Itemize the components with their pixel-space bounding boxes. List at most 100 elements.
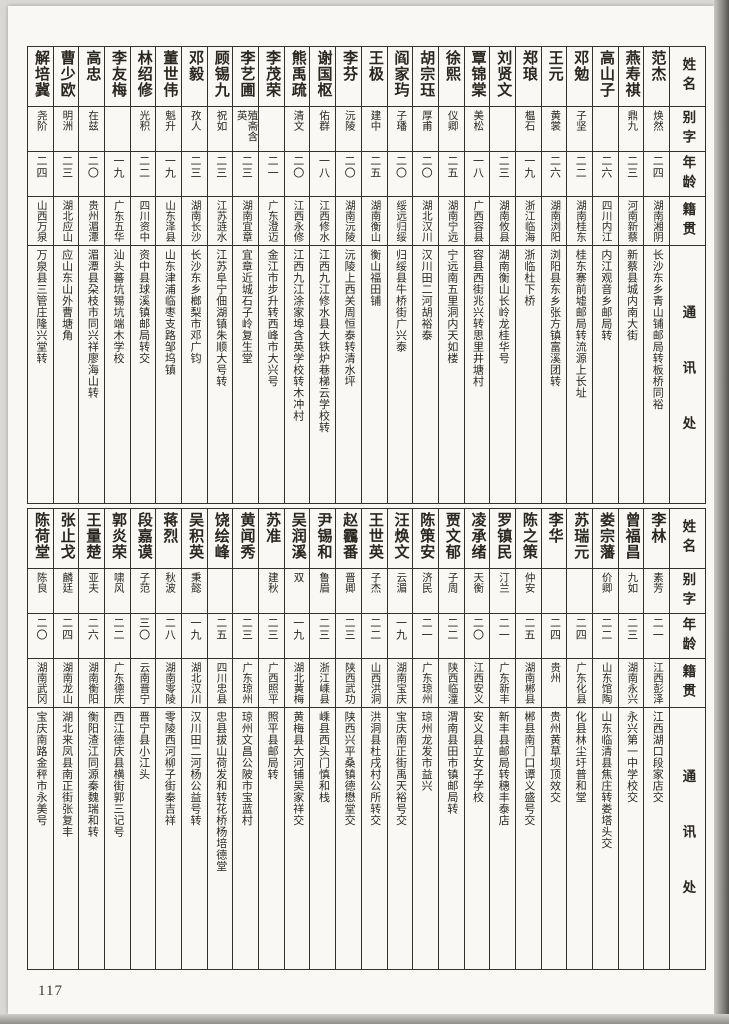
address-cell: 江苏阜宁佃湖镇朱顺大号转 (208, 246, 233, 503)
name-cell-text: 凌承绪 (469, 512, 486, 560)
name-cell-text: 李茂荣 (264, 50, 281, 98)
name-cell-text: 段嘉谟 (135, 512, 152, 560)
courtesy-name-cell (592, 107, 618, 152)
address-cell-text: 晋宁县小江头 (137, 711, 150, 780)
age-cell: 一九 (387, 614, 413, 659)
name-cell-text: 阎家玙 (392, 50, 409, 98)
name-cell-text: 陈之策 (520, 512, 537, 560)
address-cell-text: 江苏阜宁佃湖镇朱顺大号转 (214, 249, 227, 387)
native-place-cell-text: 广东德庆 (112, 662, 124, 704)
page-number: 117 (38, 983, 63, 999)
address-cell-text: 琼州龙发市益兴 (420, 711, 433, 792)
age-cell: 二二 (130, 152, 156, 197)
age-cell-text: 二三 (266, 617, 279, 641)
directory-entry-column: 吴积英 秉懿 一九 湖北汉川 汉川田二河杨公益号转 (181, 508, 208, 970)
courtesy-name-cell: 榅石 (515, 107, 541, 152)
age-cell: 二一 (644, 614, 669, 659)
directory-table-top: 姓名 别字 年龄 籍贯 通讯处 范杰 焕然 二四 湖南湘阴 长沙东乡青山铺邮局转板桥同裕 燕寿祺 鼎九… (27, 46, 706, 504)
address-cell: 郴县南门口谭义盛号交 (516, 708, 541, 969)
column-header-native_place: 籍贯 (670, 659, 705, 708)
courtesy-name-cell: 明洲 (53, 107, 79, 152)
native-place-cell-text: 广东五华 (112, 200, 124, 242)
age-cell: 二四 (541, 614, 567, 659)
name-cell-text: 曾福昌 (623, 512, 640, 560)
native-place-cell-text: 广东新丰 (497, 662, 509, 704)
age-cell-text: 三〇 (137, 617, 150, 641)
directory-entry-column: 蒋烈 秋波 二八 湖南零陵 零陵西河柳子街秦吉祥 (155, 508, 183, 970)
native-place-cell-text: 湖南永兴 (626, 662, 638, 704)
native-place-cell-text: 浙江临海 (523, 200, 535, 242)
native-place-cell: 广西容县 (464, 197, 490, 246)
directory-entry-column: 娄宗藩 价卿 二二 山东馆陶 山东临清县焦庄转娄塔头交 (591, 508, 619, 970)
courtesy-name-cell: 秋波 (156, 569, 182, 614)
native-place-cell: 陕西武功 (336, 659, 361, 708)
age-cell-text: 二二 (599, 617, 612, 641)
address-cell: 陕西兴平桑镇德懋堂交 (336, 708, 361, 969)
address-cell-text: 化县林尘圩普和堂 (574, 711, 587, 803)
native-place-cell-text: 广西容县 (472, 200, 484, 242)
address-cell: 浏阳县东乡张方镇富溪团转 (542, 246, 567, 503)
courtesy-name-cell-text: 晋卿 (343, 572, 355, 593)
name-cell: 苏瑞元 (567, 509, 592, 569)
directory-entry-column: 王元 黄裳 二六 湖南浏阳 浏阳县东乡张方镇富溪团转 (540, 46, 568, 504)
name-cell-text: 汪焕文 (392, 512, 409, 560)
name-cell-text: 曹少欧 (58, 50, 75, 98)
name-cell: 李友梅 (105, 47, 130, 107)
name-cell: 尹锡和 (310, 509, 336, 569)
native-place-cell-text: 湖南长沙 (189, 200, 201, 242)
address-cell-text: 宜章近城石子岭复生堂 (240, 249, 253, 364)
name-cell-text: 刘贤文 (495, 50, 512, 98)
name-cell: 高山子 (592, 47, 618, 107)
scan-bottom-edge-shadow (0, 1014, 729, 1024)
courtesy-name-cell-text: 双 (292, 572, 304, 583)
native-place-cell-text: 山西洪洞 (369, 662, 381, 704)
courtesy-name-cell: 子范 (130, 569, 156, 614)
age-cell: 二一 (490, 614, 515, 659)
courtesy-name-cell-text: 麟廷 (61, 572, 73, 593)
native-place-cell: 湖南零陵 (156, 659, 182, 708)
native-place-cell: 湖南桂东 (567, 197, 592, 246)
address-cell-text: 浏阳县东乡张方镇富溪团转 (548, 249, 561, 387)
column-header-age: 年龄 (670, 614, 705, 659)
age-cell-text: 二一 (497, 617, 510, 641)
directory-entry-column: 范杰 焕然 二四 湖南湘阴 长沙东乡青山铺邮局转板桥同裕 (643, 46, 670, 504)
native-place-cell-text: 江西安义 (472, 662, 484, 704)
address-cell-text: 沅陵上西关周恒泰转清水坪 (343, 249, 356, 387)
native-place-cell-text: 四川资中 (138, 200, 150, 242)
directory-entry-column: 陈策安 济民 二一 广东琼州 琼州龙发市益兴 (412, 508, 439, 970)
directory-entry-column: 李茂荣 二一 广东澄迈 金江市步升转西峰市大兴号 (258, 46, 285, 504)
address-cell: 应山东山外曹塘角 (54, 246, 79, 503)
name-cell-text: 邓毅 (187, 50, 204, 82)
address-cell-text: 金江市步升转西峰市大兴号 (266, 249, 279, 387)
directory-entry-column: 王世英 子杰 二二 山西洪洞 洪洞县杜戌村公所转交 (360, 508, 388, 970)
native-place-cell-text: 绥远归绥 (395, 200, 407, 242)
age-cell-text: 一九 (522, 155, 535, 179)
directory-entry-column: 李艺圃 殖斋含英 二三 湖南宜章 宜章近城石子岭复生堂 (232, 46, 260, 504)
address-cell: 万泉县三管庄隆兴堂转 (28, 246, 53, 503)
name-cell: 林绍修 (130, 47, 156, 107)
courtesy-name-cell-text: 明洲 (61, 110, 73, 131)
courtesy-name-cell-text: 厚甫 (420, 110, 432, 131)
native-place-cell: 贵州 (541, 659, 567, 708)
address-cell: 桂东寨前墟邮局转流源上长址 (567, 246, 592, 503)
courtesy-name-cell-text: 子杰 (369, 572, 381, 593)
age-cell: 二五 (361, 152, 387, 197)
age-cell-text: 二〇 (394, 155, 407, 179)
age-cell: 二三 (233, 614, 259, 659)
directory-entry-column: 解培冀 尧阶 二四 山西万泉 万泉县三管庄隆兴堂转 (27, 46, 54, 504)
courtesy-name-cell: 建秋 (259, 569, 284, 614)
name-cell: 李艺圃 (233, 47, 259, 107)
name-cell: 段嘉谟 (130, 509, 156, 569)
courtesy-name-cell-text: 陈良 (35, 572, 47, 593)
address-cell-text: 衡山福田铺 (368, 249, 381, 307)
address-cell: 渭南县田市镇邮局转 (439, 708, 464, 969)
native-place-cell-text: 湖南宁远 (446, 200, 458, 242)
name-cell-text: 王世英 (366, 512, 383, 560)
courtesy-name-cell-text: 魁升 (164, 110, 176, 131)
column-header-courtesy-text: 别字 (680, 109, 696, 149)
name-cell: 熊禹疏 (284, 47, 310, 107)
native-place-cell: 山东泽县 (156, 197, 182, 246)
address-cell-text: 安义县立女子学校 (471, 711, 484, 803)
address-cell-text: 嵊县西头门慎和栈 (317, 711, 330, 803)
directory-entry-column: 郭炎荣 啸风 二二 广东德庆 西江德庆县横街郭三记号 (104, 508, 131, 970)
